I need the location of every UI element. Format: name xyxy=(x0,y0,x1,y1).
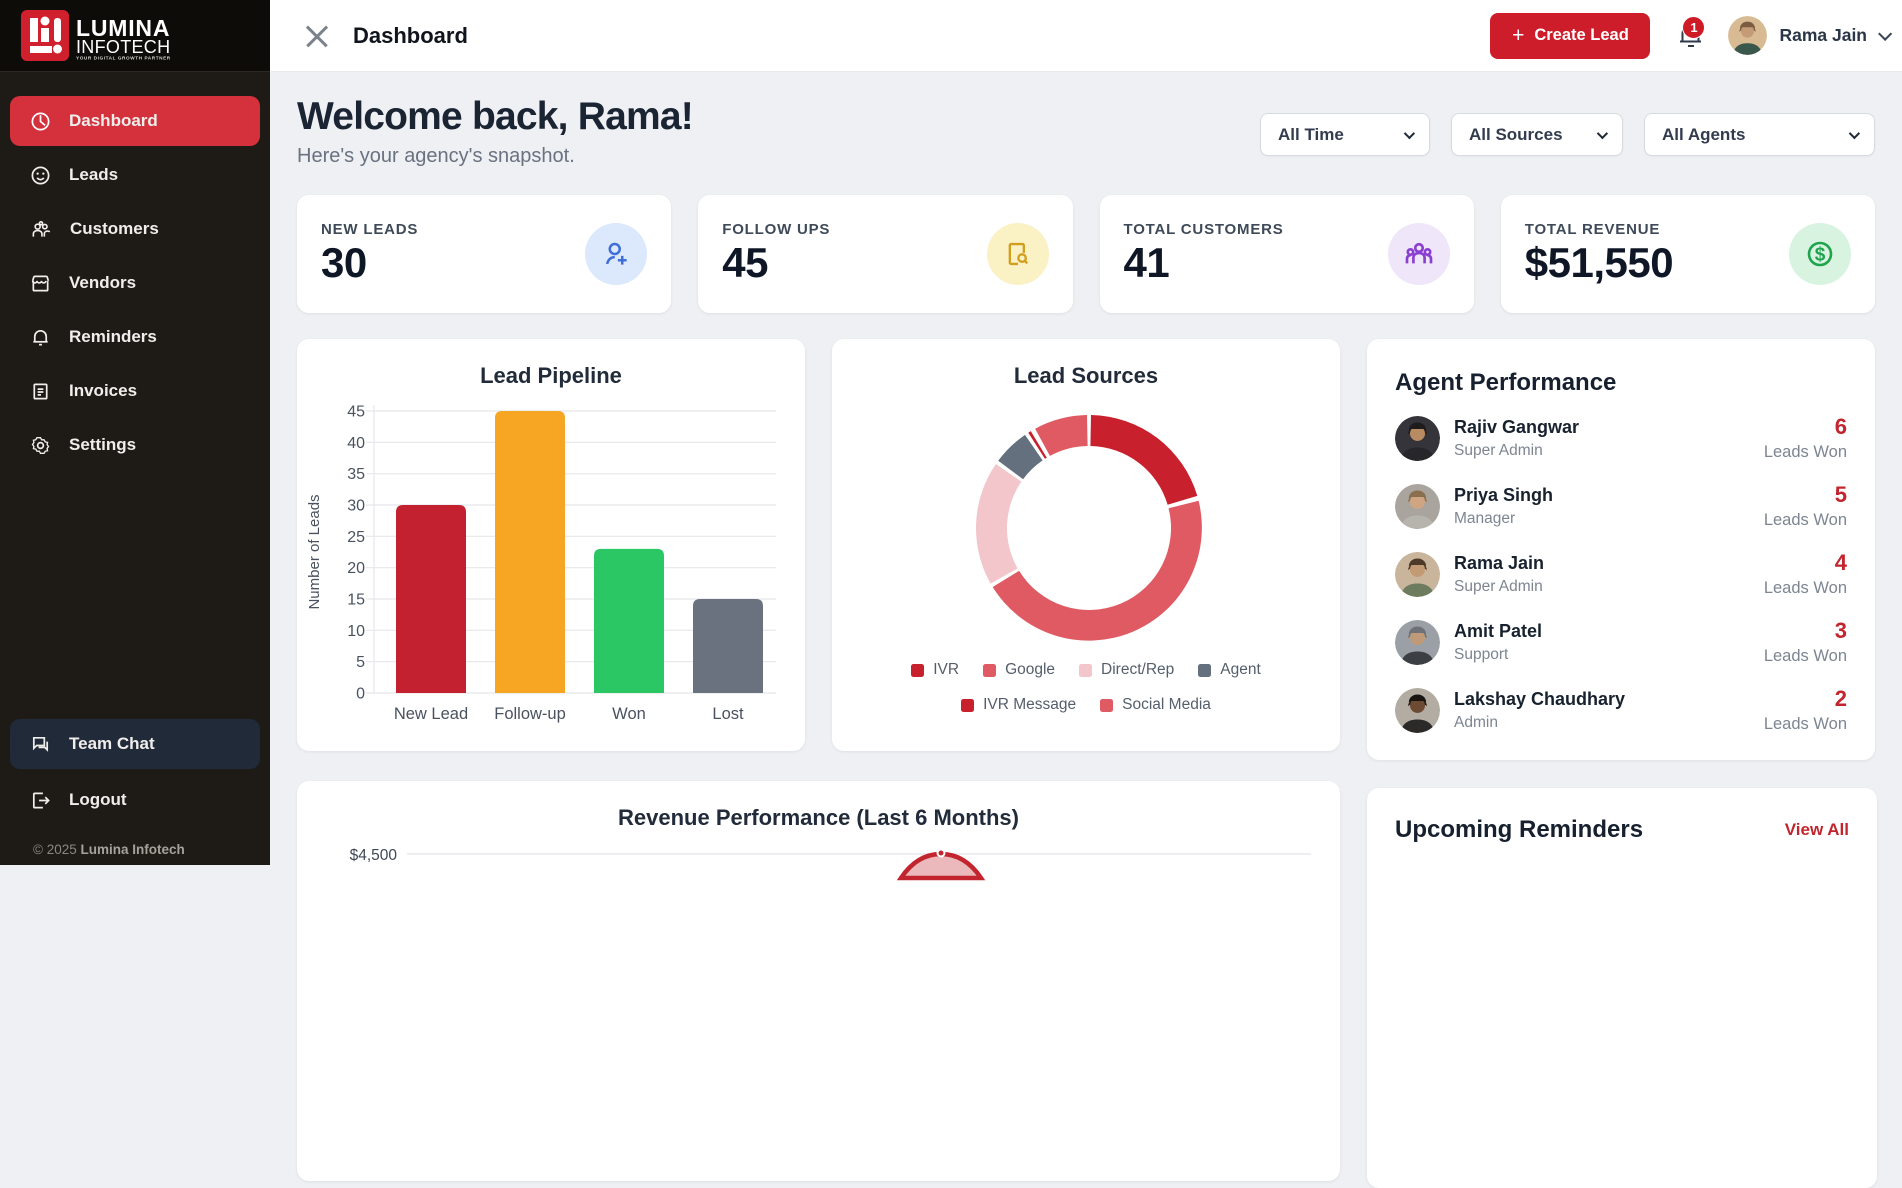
svg-text:20: 20 xyxy=(347,560,365,577)
svg-text:15: 15 xyxy=(347,592,365,609)
svg-text:30: 30 xyxy=(347,498,365,515)
svg-text:25: 25 xyxy=(347,529,365,546)
svg-text:45: 45 xyxy=(347,404,365,421)
svg-text:Won: Won xyxy=(612,705,646,723)
svg-text:5: 5 xyxy=(356,654,365,671)
svg-text:35: 35 xyxy=(347,466,365,483)
svg-text:Lost: Lost xyxy=(712,705,744,723)
svg-text:$: $ xyxy=(1815,245,1826,266)
svg-text:Follow-up: Follow-up xyxy=(494,705,566,723)
svg-text:$4,500: $4,500 xyxy=(350,847,398,864)
svg-text:Number of Leads: Number of Leads xyxy=(306,494,323,609)
svg-text:New Lead: New Lead xyxy=(394,705,468,723)
svg-text:0: 0 xyxy=(356,686,365,703)
svg-text:40: 40 xyxy=(347,435,365,452)
svg-text:10: 10 xyxy=(347,623,365,640)
